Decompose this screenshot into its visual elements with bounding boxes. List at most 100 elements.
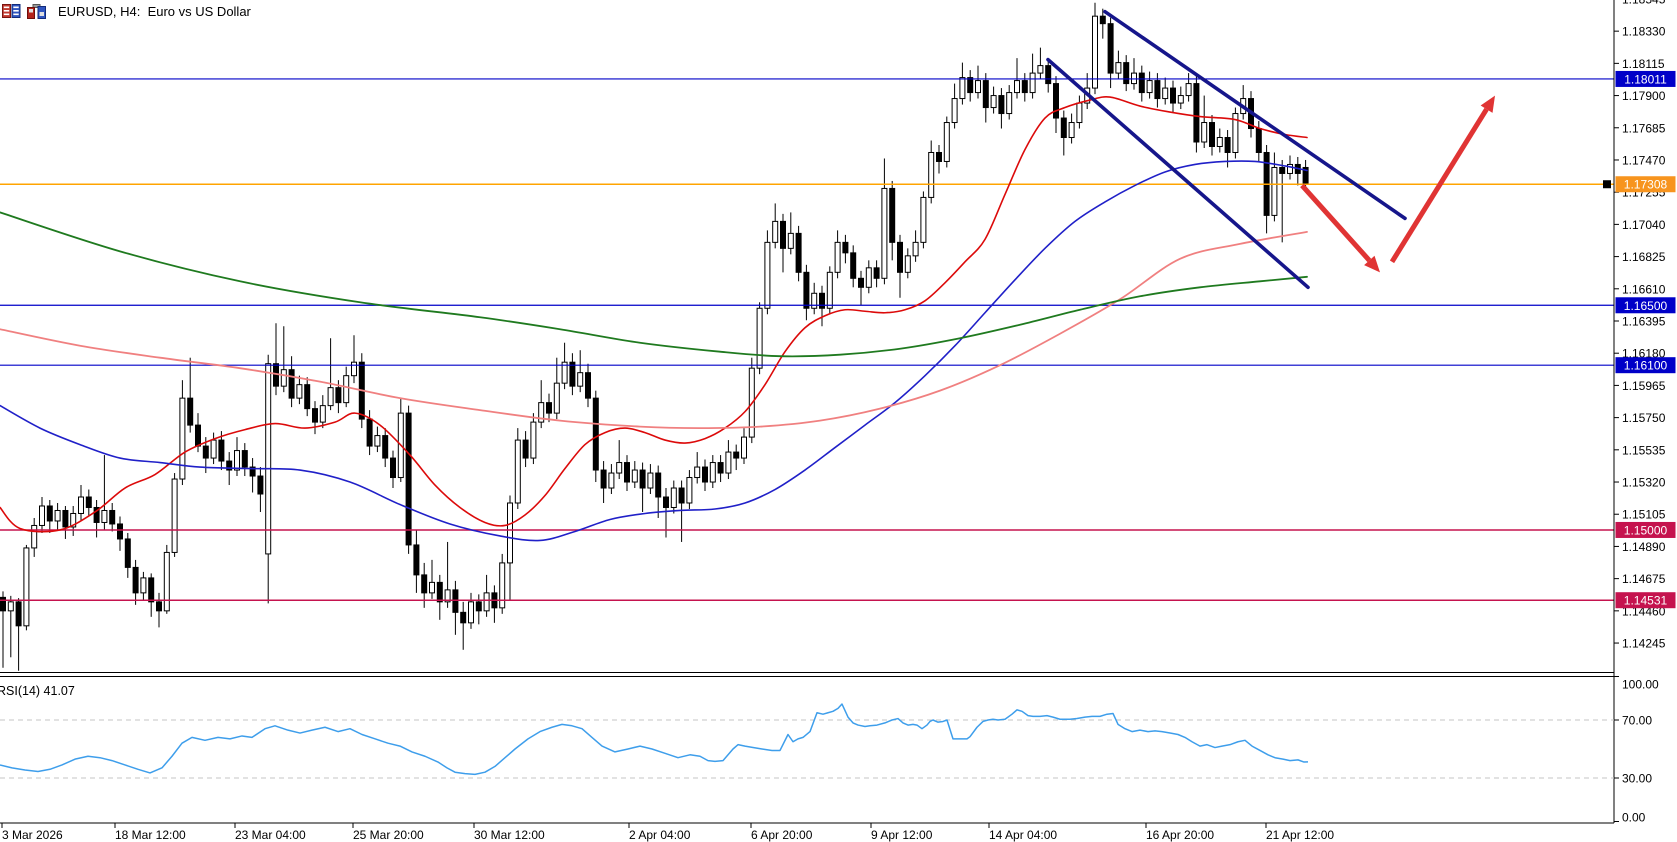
candle-body [249, 466, 256, 477]
candle-body [1201, 122, 1208, 143]
rsi-panel[interactable]: RSI(14) 41.07 100.00 70.00 30.00 0.00 [0, 676, 1659, 825]
candle-body [655, 472, 662, 498]
forecast-arrow-up[interactable] [1389, 107, 1489, 264]
candle-body [124, 538, 131, 568]
candle-body [1255, 128, 1262, 153]
candle-body [312, 408, 318, 423]
price-tick-label: 1.15535 [1622, 443, 1666, 457]
price-badge-label: 1.16500 [1624, 299, 1668, 313]
candle-body [678, 487, 685, 504]
candle-body [0, 596, 6, 612]
price-tick-label: 1.17470 [1622, 153, 1666, 167]
forecast-arrow-down[interactable] [1300, 183, 1372, 263]
price-tick-label: 1.14675 [1622, 572, 1666, 586]
time-tick-label: 18 Mar 12:00 [115, 828, 186, 842]
time-tick-label: 14 Apr 04:00 [989, 828, 1057, 842]
price-badge-label: 1.17308 [1624, 178, 1668, 192]
candle-body [834, 241, 841, 273]
rsi-scale-label: 30.00 [1622, 772, 1652, 786]
candle-body [951, 98, 958, 124]
candle-body [998, 95, 1005, 115]
candle-body [1216, 137, 1223, 147]
candle-body [592, 397, 599, 471]
candle-body [1076, 102, 1083, 124]
time-tick-label: 25 Mar 20:00 [353, 828, 424, 842]
candle-body [507, 502, 513, 564]
candle-body [990, 95, 997, 109]
candle-body [780, 220, 786, 249]
candle-body [382, 435, 389, 459]
candle-body [1099, 15, 1106, 25]
candle-body [187, 397, 194, 426]
candle-body [514, 439, 521, 504]
candle-body [78, 496, 84, 514]
candle-body [156, 601, 162, 612]
price-badge [1615, 176, 1676, 193]
candle-body [1193, 83, 1200, 143]
candle-body [319, 405, 326, 423]
candle-body [811, 292, 818, 309]
price-tick-label: 1.14245 [1622, 637, 1666, 651]
candle-body [795, 232, 802, 273]
price-tick-label: 1.17040 [1622, 218, 1666, 232]
candle-body [46, 505, 53, 522]
one-click-trading-icon[interactable] [27, 3, 46, 19]
candle-body [163, 551, 170, 612]
candle-body [772, 220, 779, 243]
candle-body [842, 241, 849, 254]
time-tick-label: 30 Mar 12:00 [474, 828, 545, 842]
price-tick-label: 1.18115 [1622, 57, 1665, 71]
candle-body [1185, 83, 1192, 97]
candle-body [522, 439, 529, 459]
time-tick-label: 3 Mar 2026 [2, 828, 63, 842]
price-axis[interactable]: 1.18545 1.18330 1.18115 1.17900 1.17685 1.174… [1614, 0, 1676, 651]
candle-body [390, 457, 396, 479]
candle-body [647, 472, 654, 489]
trend-channel-line[interactable] [1103, 9, 1407, 221]
candle-body [140, 577, 147, 594]
candle-body [1006, 92, 1013, 115]
candle-body [1123, 62, 1130, 85]
chart-header: EURUSD, H4: Euro vs US Dollar [2, 2, 251, 20]
candle-body [943, 122, 950, 162]
ma-slowest-green [0, 211, 1308, 358]
horizontal-levels [0, 78, 1614, 601]
candle-body [1115, 62, 1122, 74]
trend-channel-line[interactable] [1046, 57, 1310, 290]
market-watch-icon[interactable] [2, 3, 21, 19]
ma-fast-red [0, 96, 1308, 533]
candle-body [624, 462, 630, 483]
candle-body [351, 361, 357, 377]
time-axis[interactable]: 3 Mar 2026 18 Mar 12:00 23 Mar 04:00 25 Mar… [1, 823, 1334, 842]
candle-body [873, 267, 880, 279]
candle-body [483, 592, 490, 612]
price-badge-label: 1.16100 [1624, 359, 1668, 373]
candle-body [561, 361, 568, 384]
candle-body [928, 151, 935, 198]
candle-body [881, 187, 888, 279]
candle-body [475, 601, 482, 612]
candle-body [585, 372, 591, 399]
candle-body [234, 450, 240, 471]
candle-body [1287, 163, 1293, 174]
candle-body [366, 418, 373, 447]
candle-body [405, 412, 412, 546]
candle-body [70, 512, 77, 528]
candle-body [803, 271, 810, 309]
candle-body [975, 80, 981, 94]
candle-body [280, 369, 287, 387]
candle-body [694, 466, 701, 479]
candle-body [725, 451, 732, 474]
price-badge [1615, 592, 1676, 609]
candle-body [202, 445, 209, 459]
candle-body [117, 523, 123, 540]
price-tick-label: 1.17685 [1622, 121, 1666, 135]
candle-body [686, 477, 693, 504]
candle-body [101, 509, 108, 523]
candle-body [1092, 15, 1098, 89]
candle-body [577, 372, 584, 387]
candle-body [569, 361, 576, 387]
candle-body [982, 80, 989, 109]
